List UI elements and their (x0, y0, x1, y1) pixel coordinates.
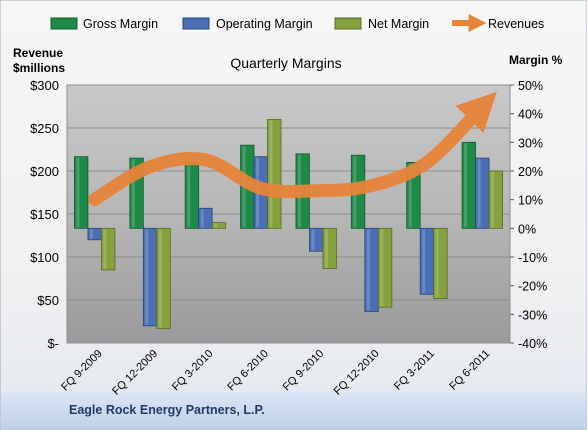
bar-highlight (435, 229, 439, 298)
left-axis-label-line2: $millions (13, 61, 65, 75)
left-axis-label-line1: Revenue (13, 46, 63, 60)
legend-swatch-gross-margin (50, 17, 78, 30)
bar-net-margin (267, 119, 282, 229)
bar-highlight (311, 229, 315, 251)
right-axis: -40% -30% -20% -10% 0% 10% 20% 30% 40% 50% (510, 79, 547, 351)
bar-highlight (324, 229, 328, 268)
bar-net-margin (156, 227, 171, 330)
chart-title: Quarterly Margins (230, 55, 341, 71)
legend-label-operating-margin: Operating Margin (216, 17, 313, 31)
legend-swatch-operating-margin (182, 17, 210, 30)
footer-band (1, 392, 586, 429)
legend: Gross Margin Operating Margin Net Margin… (50, 14, 544, 32)
bar-highlight (158, 229, 162, 328)
bar-gross-margin (74, 156, 89, 229)
bar-highlight (366, 229, 370, 311)
bar-highlight (200, 209, 204, 228)
bar-operating-margin (198, 207, 213, 229)
bar-highlight (491, 172, 495, 228)
bar-net-margin (488, 170, 503, 229)
left-tick-label: $150 (30, 207, 59, 222)
right-tick-label: 50% (518, 79, 543, 93)
bar-net-margin (322, 227, 337, 269)
bar-highlight (408, 163, 412, 228)
bar-highlight (464, 143, 468, 228)
bar-highlight (422, 229, 426, 294)
bar-net-margin (211, 222, 227, 229)
right-tick-label: 40% (518, 108, 543, 122)
right-tick-label: -40% (518, 337, 547, 351)
company-name: Eagle Rock Energy Partners, L.P. (69, 403, 265, 417)
right-tick-label: 0% (518, 222, 536, 236)
bar-highlight (269, 120, 273, 228)
legend-label-net-margin: Net Margin (368, 17, 429, 31)
bar-net-margin (101, 227, 116, 271)
left-tick-label: $200 (30, 164, 59, 179)
bar-highlight (214, 223, 218, 228)
right-tick-label: 10% (518, 194, 543, 208)
revenue-line-path (88, 91, 497, 206)
left-tick-label: $250 (30, 121, 59, 136)
right-tick-label: 20% (518, 165, 543, 179)
bar-highlight (89, 229, 93, 239)
bar-net-margin (377, 227, 393, 308)
left-tick-label: $50 (37, 293, 59, 308)
left-tick-label: $- (47, 336, 59, 351)
bar-net-margin (433, 227, 448, 299)
bar-highlight (103, 229, 107, 269)
bar-highlight (380, 229, 384, 307)
left-tick-label: $100 (30, 250, 59, 265)
right-tick-label: -20% (518, 280, 547, 294)
legend-label-revenues: Revenues (488, 17, 544, 31)
bar-highlight (131, 159, 135, 228)
left-axis: $- $50 $100 $150 $200 $250 $300 (30, 78, 59, 351)
bar-highlight (477, 159, 481, 228)
right-axis-label: Margin % (509, 53, 563, 67)
legend-label-gross-margin: Gross Margin (83, 17, 158, 31)
bar-highlight (145, 229, 149, 325)
right-tick-label: -10% (518, 251, 547, 265)
legend-swatch-net-margin (334, 17, 362, 30)
right-tick-label: 30% (518, 136, 543, 150)
bar-highlight (76, 157, 80, 228)
bar-highlight (187, 163, 191, 228)
left-tick-label: $300 (30, 78, 59, 93)
revenue-line (88, 91, 497, 206)
right-tick-label: -30% (518, 308, 547, 322)
